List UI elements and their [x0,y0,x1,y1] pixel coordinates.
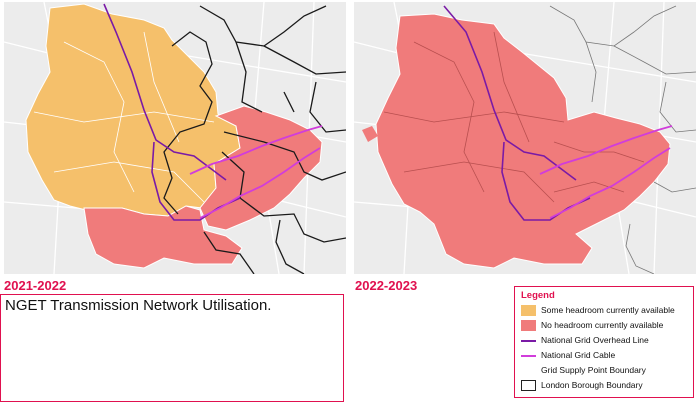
legend-label-headroom: Some headroom currently available [541,305,675,315]
legend-swatch-overhead-line [521,340,536,342]
legend: Legend Some headroom currently available… [514,286,694,398]
no-headroom-region-west [362,126,378,142]
headroom-region [25,3,241,217]
legend-item-headroom: Some headroom currently available [521,304,691,318]
gsp-boundaries [33,31,215,203]
legend-swatch-headroom [521,305,536,316]
map-2022-2023 [354,2,696,274]
year-label-right: 2022-2023 [355,278,418,293]
legend-label-no-headroom: No headroom currently available [541,320,664,330]
legend-swatch-borough-boundary [521,380,536,391]
legend-title: Legend [521,290,555,301]
legend-label-borough-boundary: London Borough Boundary [541,380,643,390]
grid-cable [539,125,673,175]
caption-box: NGET Transmission Network Utilisation. [0,294,344,402]
map-2022-2023-canvas [354,2,696,274]
legend-label-gsp-boundary: Grid Supply Point Boundary [541,365,646,375]
no-headroom-region-south [83,205,243,269]
no-headroom-region [375,13,671,269]
legend-label-overhead-line: National Grid Overhead Line [541,335,649,345]
legend-swatch-cable [521,355,536,357]
grid-cable-south [549,147,671,219]
overhead-line [443,5,577,181]
gsp-boundaries [383,31,645,203]
legend-item-overhead-line: National Grid Overhead Line [521,334,691,348]
legend-item-no-headroom: No headroom currently available [521,319,691,333]
legend-item-gsp-boundary: Grid Supply Point Boundary [521,364,691,378]
district-boundaries [549,5,696,274]
legend-item-borough-boundary: London Borough Boundary [521,379,691,393]
grid-cable [189,125,323,175]
caption-text: NGET Transmission Network Utilisation. [5,297,272,314]
map-2021-2022 [4,2,346,274]
legend-item-cable: National Grid Cable [521,349,691,363]
legend-swatch-no-headroom [521,320,536,331]
legend-swatch-gsp-boundary [521,365,536,376]
map-2021-2022-canvas [4,2,346,274]
grid-cable-south [199,147,321,219]
overhead-line [103,3,227,181]
legend-label-cable: National Grid Cable [541,350,616,360]
year-label-left: 2021-2022 [4,278,67,293]
